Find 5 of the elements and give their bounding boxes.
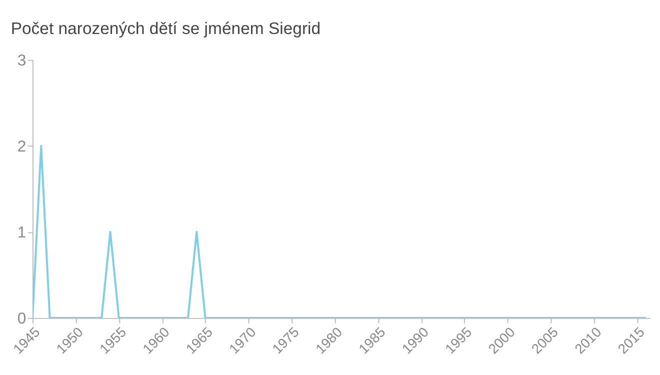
y-tick-label: 2 [17,138,26,156]
y-tick-label: 0 [17,310,26,328]
y-tick-label: 1 [17,224,26,242]
chart-title: Počet narozených dětí se jménem Siegrid [10,19,321,38]
y-tick-label: 3 [17,52,26,70]
